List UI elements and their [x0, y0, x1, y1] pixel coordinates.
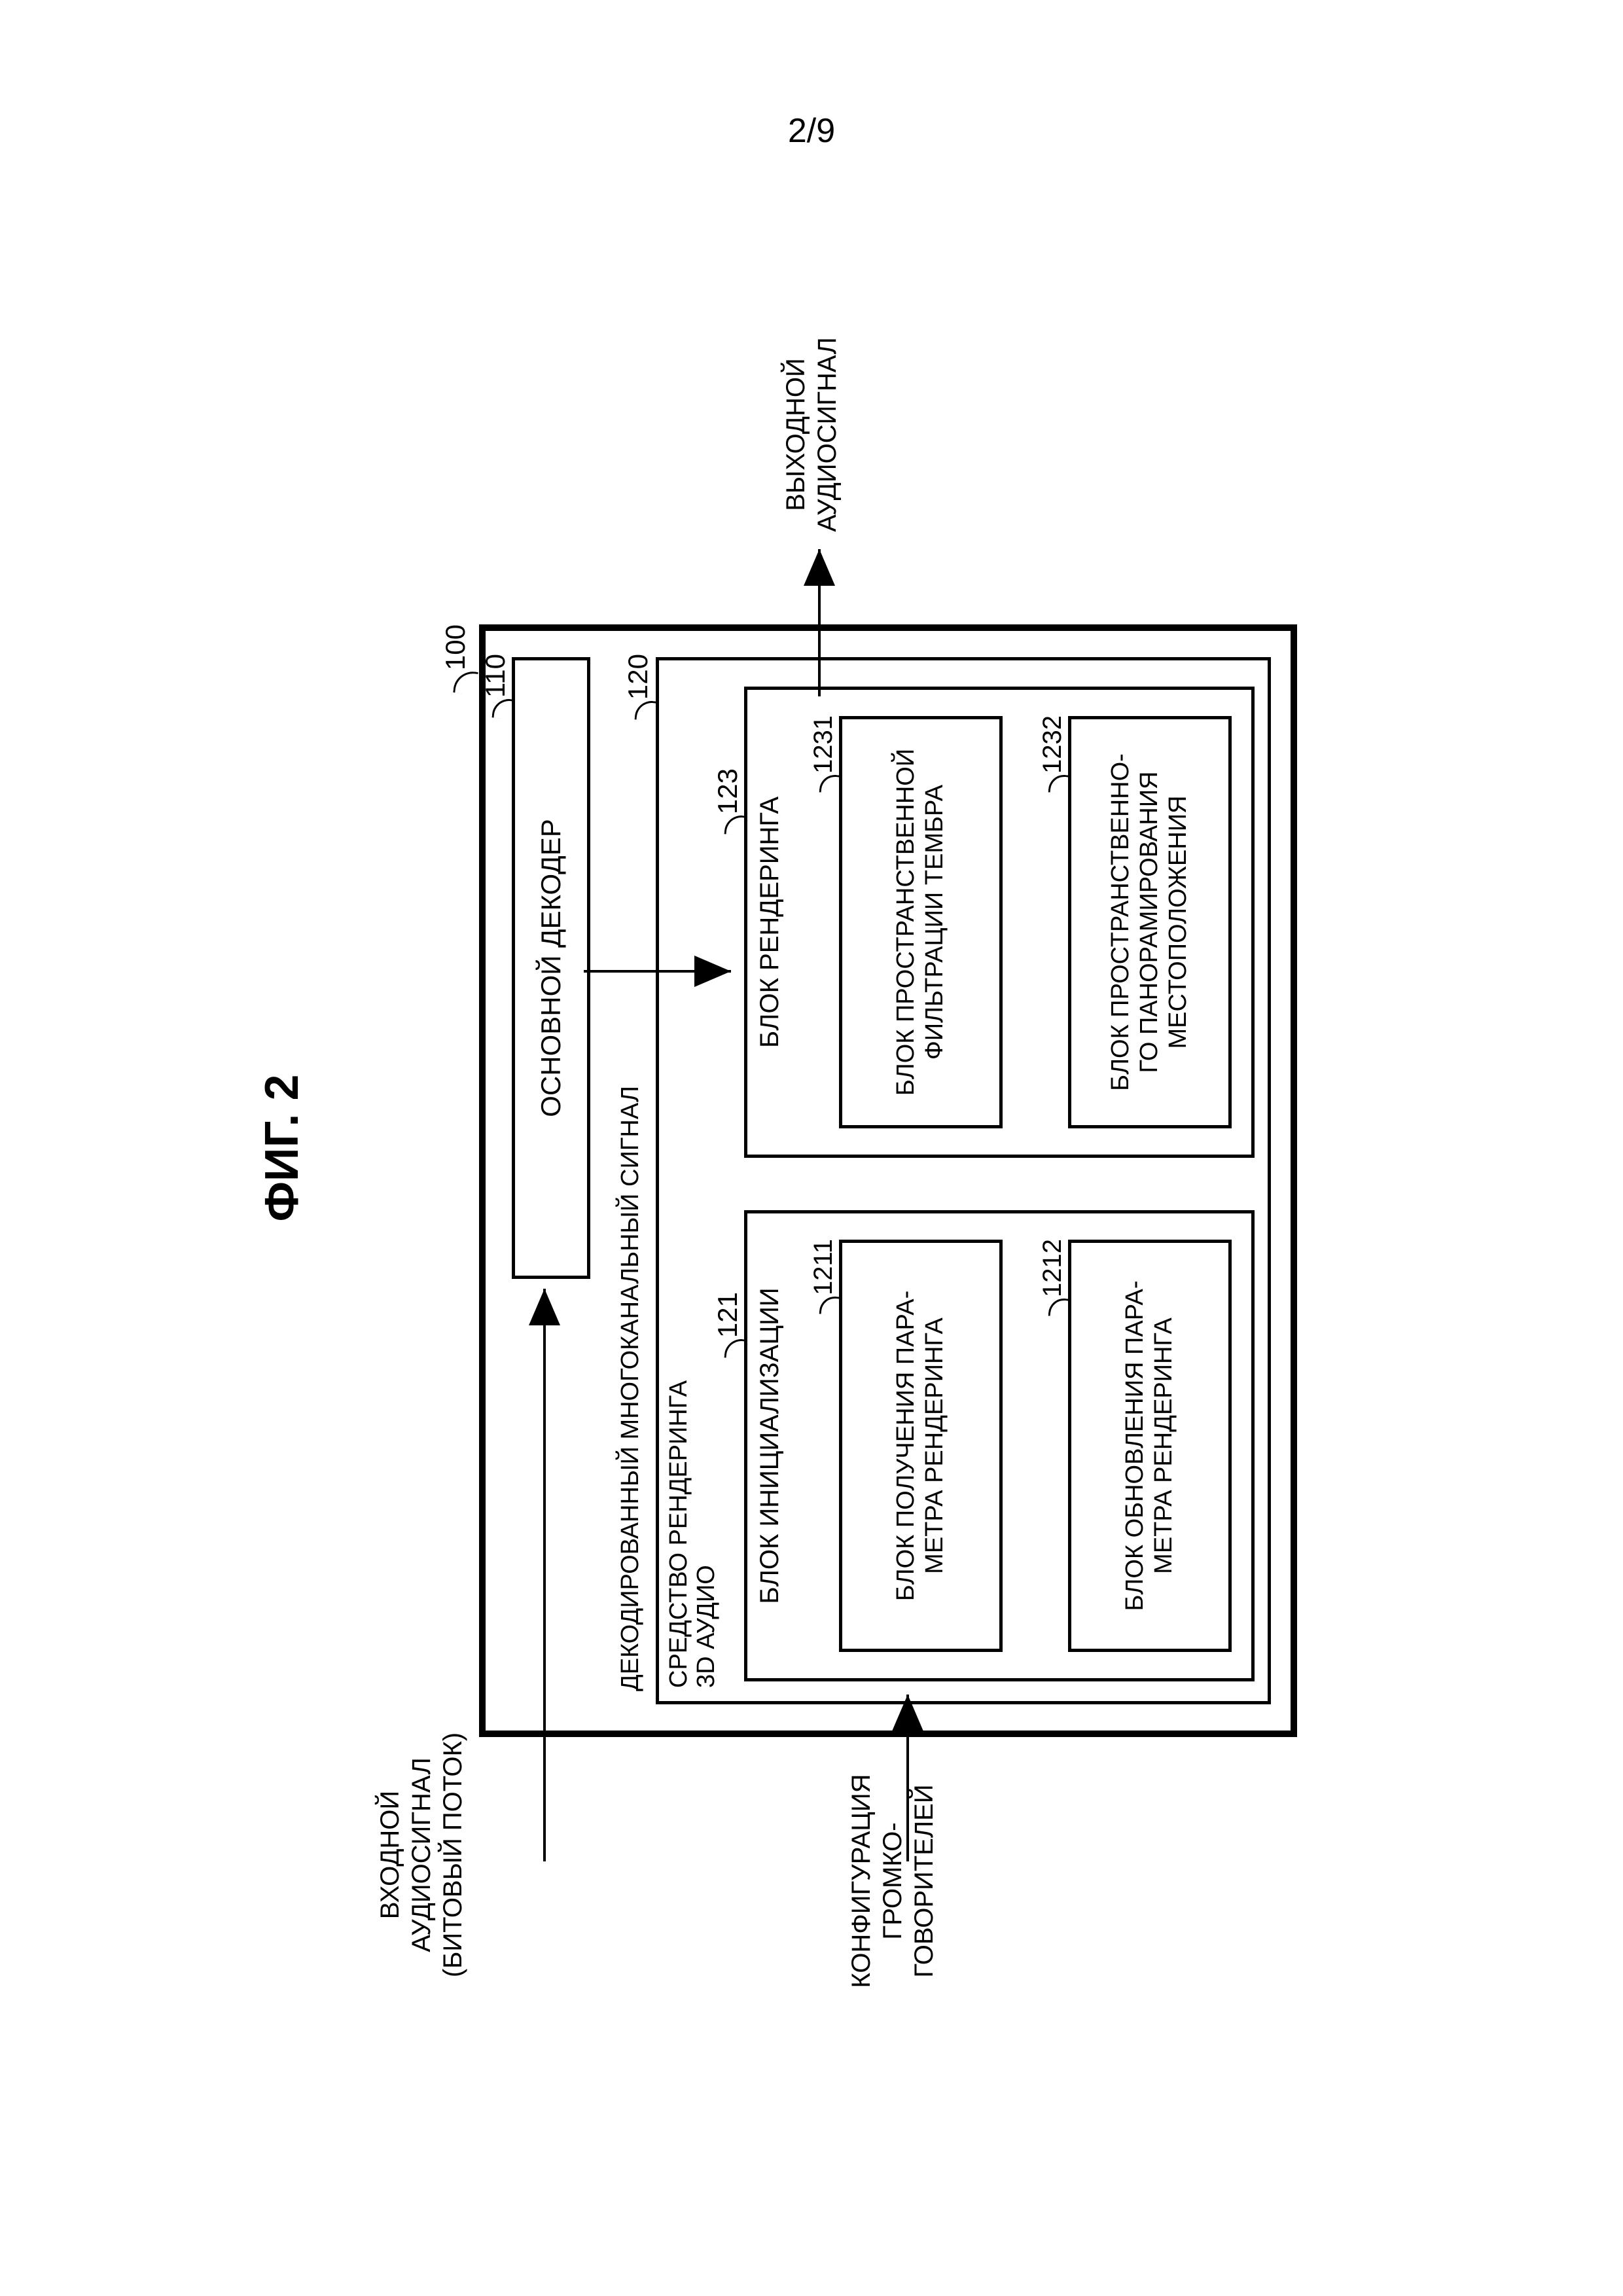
ref-1211: 1211	[808, 1239, 838, 1295]
ref-121: 121	[712, 1292, 743, 1338]
b1211-label: БЛОК ПОЛУЧЕНИЯ ПАРА-МЕТРА РЕНДЕРИНГА	[892, 1291, 949, 1602]
page: 2/9 ФИГ. 2 ВХОДНОЙАУДИОСИГНАЛ(БИТОВЫЙ ПО…	[0, 0, 1623, 2296]
init-title: БЛОК ИНИЦИАЛИЗАЦИИ	[755, 1213, 785, 1678]
figure-title: ФИГ. 2	[255, 297, 309, 1999]
b1231-label: БЛОК ПРОСТРАНСТВЕННОЙФИЛЬТРАЦИИ ТЕМБРА	[892, 749, 949, 1096]
b1232-label: БЛОК ПРОСТРАНСТВЕННО-ГО ПАНОРАМИРОВАНИЯМ…	[1107, 753, 1192, 1091]
ref-1212: 1212	[1037, 1239, 1067, 1297]
core-decoder-110: ОСНОВНОЙ ДЕКОДЕР 110	[512, 657, 590, 1279]
render-title: БЛОК РЕНДЕРИНГА	[755, 690, 785, 1155]
param-obtain-block-1211: БЛОК ПОЛУЧЕНИЯ ПАРА-МЕТРА РЕНДЕРИНГА 121…	[839, 1240, 1003, 1652]
output-audio-label: ВЫХОДНОЙАУДИОСИГНАЛ	[780, 297, 843, 572]
speaker-config-label: КОНФИГУРАЦИЯГРОМКО-ГОВОРИТЕЛЕЙ	[846, 1744, 940, 2018]
input-audio-label: ВХОДНОЙАУДИОСИГНАЛ(БИТОВЫЙ ПОТОК)	[374, 1717, 469, 1992]
figure-rotated-container: ФИГ. 2 ВХОДНОЙАУДИОСИГНАЛ(БИТОВЫЙ ПОТОК)…	[255, 297, 1433, 1999]
ref-110: 110	[480, 654, 511, 698]
spatial-pan-block-1232: БЛОК ПРОСТРАНСТВЕННО-ГО ПАНОРАМИРОВАНИЯМ…	[1068, 716, 1232, 1128]
renderer-title: СРЕДСТВО РЕНДЕРИНГА3D АУДИО	[666, 1380, 721, 1688]
ref-123: 123	[712, 768, 743, 814]
decoded-signal-label: ДЕКОДИРОВАННЫЙ МНОГОКАНАЛЬНЫЙ СИГНАЛ	[616, 1086, 645, 1691]
renderer-120: 120 СРЕДСТВО РЕНДЕРИНГА3D АУДИО 121 БЛОК…	[656, 657, 1271, 1704]
timbre-filter-block-1231: БЛОК ПРОСТРАНСТВЕННОЙФИЛЬТРАЦИИ ТЕМБРА 1…	[839, 716, 1003, 1128]
page-number: 2/9	[788, 111, 835, 151]
ref-1231: 1231	[808, 715, 838, 774]
diagram: ВХОДНОЙАУДИОСИГНАЛ(БИТОВЫЙ ПОТОК) КОНФИГ…	[361, 297, 1343, 1999]
ref-1232: 1232	[1037, 715, 1067, 774]
param-update-block-1212: БЛОК ОБНОВЛЕНИЯ ПАРА-МЕТРА РЕНДЕРИНГА 12…	[1068, 1240, 1232, 1652]
render-block-123: 123 БЛОК РЕНДЕРИНГА БЛОК ПРОСТРАНСТВЕННО…	[744, 687, 1255, 1158]
ref-120: 120	[622, 654, 654, 700]
b1212-label: БЛОК ОБНОВЛЕНИЯ ПАРА-МЕТРА РЕНДЕРИНГА	[1121, 1280, 1178, 1611]
core-decoder-label: ОСНОВНОЙ ДЕКОДЕР	[535, 819, 567, 1117]
ref-100: 100	[440, 624, 471, 670]
init-block-121: 121 БЛОК ИНИЦИАЛИЗАЦИИ БЛОК ПОЛУЧЕНИЯ ПА…	[744, 1210, 1255, 1681]
outer-box-100: 100 ОСНОВНОЙ ДЕКОДЕР 110 ДЕКОДИРОВАННЫЙ …	[479, 624, 1297, 1737]
